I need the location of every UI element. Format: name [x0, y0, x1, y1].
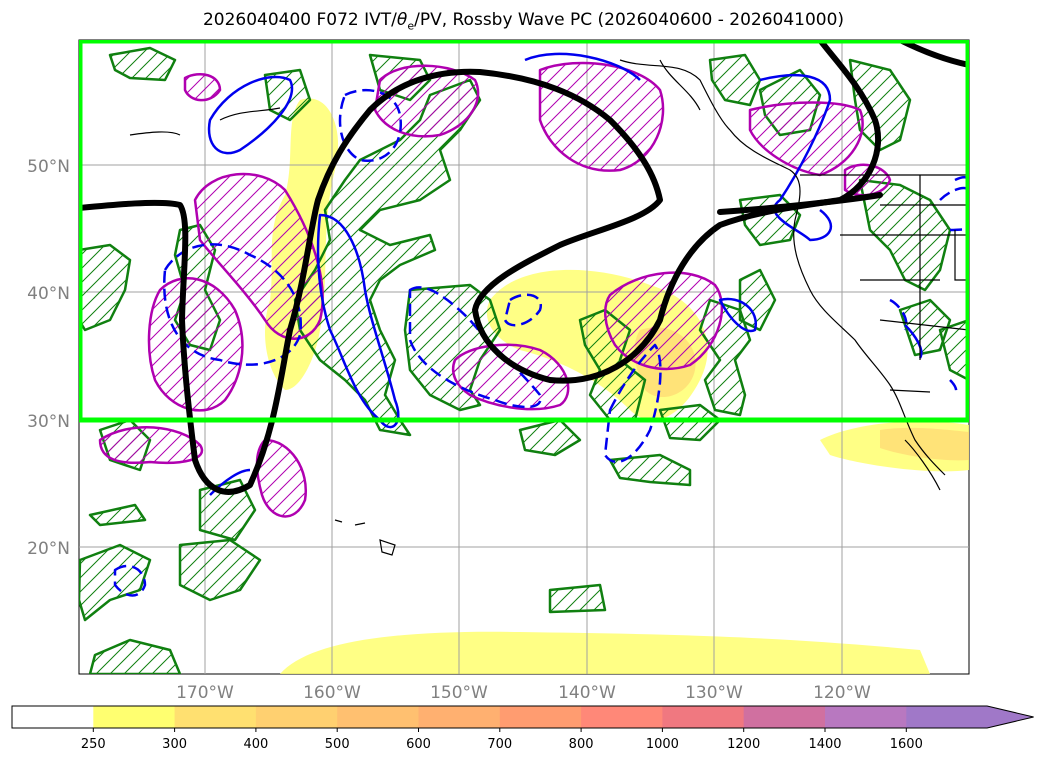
map-title: 2026040400 F072 IVT/θe/PV, Rossby Wave P… [0, 10, 1047, 32]
colorbar-segment [337, 706, 419, 728]
colorbar-tick-label: 800 [569, 737, 594, 752]
colorbar-tick-label: 300 [162, 737, 187, 752]
colorbar-extend-arrow [987, 706, 1034, 728]
magenta-hatched-contours [98, 61, 892, 518]
lon-label-170w: 170°W [176, 683, 234, 703]
colorbar-segment [93, 706, 176, 728]
colorbar-tick-label: 500 [325, 737, 350, 752]
colorbar-segment [662, 706, 745, 728]
colorbar-segment [418, 706, 501, 728]
lon-label-140w: 140°W [558, 683, 616, 703]
colorbar-tick-label: 1400 [808, 737, 841, 752]
lon-label-160w: 160°W [303, 683, 361, 703]
latitude-labels: 50°N 40°N 30°N 20°N [27, 157, 70, 559]
theta-e-contours-solid [207, 52, 969, 496]
colorbar-segment [255, 706, 338, 728]
highlight-box [79, 40, 969, 423]
colorbar-segment [825, 706, 907, 728]
colorbar-tick-label: 1000 [646, 737, 679, 752]
colorbar-tick-label: 1600 [890, 737, 923, 752]
rossby-wave-contour-east [717, 192, 883, 215]
colorbar-tick-label: 600 [406, 737, 431, 752]
colorbar: 250 300 400 500 600 700 800 1000 1200 1400 1600 [11, 705, 1034, 752]
colorbar-tick-label: 250 [81, 737, 106, 752]
lon-label-150w: 150°W [430, 683, 488, 703]
colorbar-segment [499, 706, 582, 728]
title-theta-sub: e [407, 19, 415, 33]
colorbar-outline [11, 705, 1034, 729]
longitude-labels: 170°W 160°W 150°W 140°W 130°W 120°W [176, 683, 871, 703]
colorbar-segment [743, 706, 826, 728]
lat-label-40n: 40°N [27, 284, 70, 304]
colorbar-segment [906, 706, 989, 728]
coastlines [129, 59, 969, 556]
lat-label-50n: 50°N [27, 157, 70, 177]
lat-label-20n: 20°N [27, 539, 70, 559]
title-suffix: /PV, Rossby Wave PC (2026040600 - 202604… [414, 10, 845, 30]
colorbar-segment [174, 706, 257, 728]
lon-label-120w: 120°W [813, 683, 871, 703]
colorbar-segment [581, 706, 663, 728]
rossby-wave-contour [79, 40, 882, 495]
lat-label-30n: 30°N [27, 412, 70, 432]
lon-label-130w: 130°W [685, 683, 743, 703]
colorbar-tick-label: 700 [487, 737, 512, 752]
colorbar-tick-label: 400 [243, 737, 268, 752]
title-theta: θ [396, 10, 408, 30]
colorbar-segment-under [12, 706, 94, 728]
colorbar-tick-label: 1200 [727, 737, 760, 752]
title-prefix: 2026040400 F072 IVT/ [202, 10, 397, 30]
